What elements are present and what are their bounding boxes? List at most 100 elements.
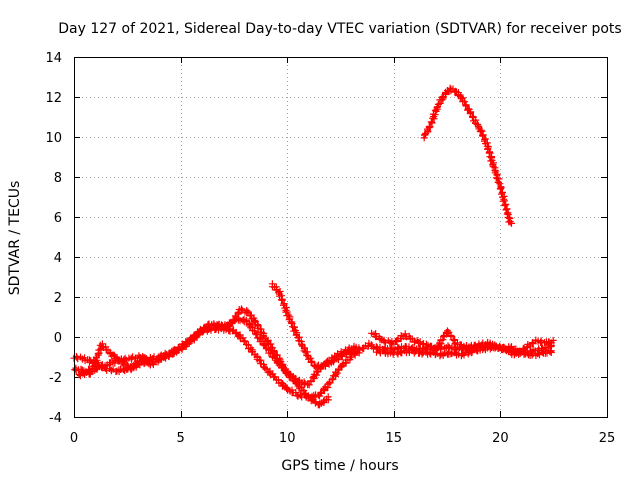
data-point [371, 346, 374, 348]
x-tick-label: 20 [492, 431, 509, 446]
x-tick-label: 25 [599, 431, 616, 446]
data-point [474, 120, 476, 122]
data-point [461, 354, 463, 356]
data-point [115, 370, 118, 372]
grid [74, 57, 607, 417]
data-point [493, 346, 495, 348]
y-axis-label: SDTVAR / TECUs [7, 181, 23, 296]
data-point [418, 352, 421, 354]
data-point [397, 352, 399, 354]
data-point [186, 342, 188, 344]
data-point [329, 382, 331, 384]
data-point [256, 324, 259, 326]
data-point [375, 350, 378, 352]
data-point [503, 348, 506, 350]
data-point [422, 136, 425, 138]
axis-ticks: 0 5 10 15 20 25 -4 -2 0 2 4 6 8 10 12 14 [45, 51, 615, 446]
data-point [83, 358, 86, 360]
data-point [482, 348, 485, 350]
data-point [275, 354, 278, 356]
y-tick-label: 12 [45, 91, 62, 106]
data-point [77, 374, 80, 376]
x-tick-label: 5 [176, 431, 184, 446]
data-point [286, 388, 289, 390]
data-point [245, 320, 248, 322]
data-point [162, 356, 165, 358]
data-point [218, 324, 220, 326]
data-point [510, 346, 512, 348]
data-point [318, 394, 320, 396]
data-point [130, 368, 133, 370]
y-tick-label: 8 [54, 171, 62, 186]
data-point [531, 354, 534, 356]
data-point [552, 350, 555, 352]
data-point [486, 146, 489, 148]
y-tick-label: 14 [45, 51, 62, 66]
data-point [525, 346, 527, 348]
data-point [446, 346, 448, 348]
data-point [307, 384, 310, 386]
y-tick-label: 2 [54, 291, 62, 306]
data-point [297, 336, 299, 338]
data-point [265, 338, 267, 340]
data-point [271, 284, 274, 286]
data-point [480, 130, 483, 132]
data-point [488, 342, 491, 344]
data-point [243, 340, 246, 342]
data-point [454, 90, 457, 92]
y-tick-label: -4 [49, 411, 62, 426]
data-point [456, 344, 459, 346]
x-tick-label: 0 [70, 431, 78, 446]
series-arc-4 [268, 280, 358, 371]
data-point [439, 354, 442, 356]
data-point [478, 344, 480, 346]
data-point [499, 186, 502, 188]
x-tick-label: 15 [386, 431, 403, 446]
series-arc-7 [373, 336, 557, 360]
data-point [471, 350, 474, 352]
y-tick-label: 0 [54, 331, 62, 346]
data-point [386, 352, 389, 354]
data-point [435, 348, 438, 350]
data-point [382, 340, 384, 342]
data-point [265, 368, 267, 370]
data-point [446, 330, 448, 332]
y-tick-label: 4 [54, 251, 62, 266]
data-point [546, 342, 549, 344]
data-point [358, 346, 361, 348]
data-point [239, 308, 242, 310]
data-point [505, 210, 508, 212]
data-point [424, 344, 427, 346]
data-point [318, 404, 320, 406]
x-axis-label: GPS time / hours [281, 458, 398, 474]
data-point [456, 348, 459, 350]
data-point [461, 98, 463, 100]
data-point [448, 88, 451, 90]
data-point [105, 364, 107, 366]
plot-frame [74, 57, 608, 418]
data-point [510, 224, 512, 226]
data-point [429, 352, 431, 354]
data-point [361, 348, 363, 350]
data-point [100, 344, 103, 346]
data-point [493, 166, 495, 168]
data-point [196, 332, 199, 334]
data-point [343, 350, 346, 352]
data-point [354, 346, 357, 348]
data-point [149, 364, 152, 366]
data-point [552, 340, 555, 342]
data-point [350, 356, 352, 358]
data-point [307, 396, 310, 398]
data-point [307, 356, 310, 358]
data-point [254, 354, 257, 356]
data-point [329, 396, 331, 398]
data-point [235, 318, 237, 320]
series-arc-8 [420, 84, 515, 227]
series-arc-6 [368, 327, 555, 360]
data-point [297, 380, 299, 382]
data-point [141, 356, 144, 358]
data-point [514, 354, 517, 356]
data-point [265, 346, 267, 348]
